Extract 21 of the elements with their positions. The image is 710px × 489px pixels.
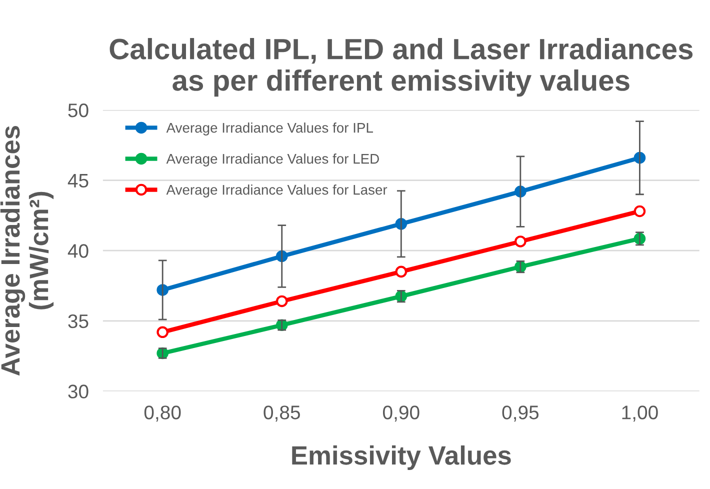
- point: [156, 326, 168, 338]
- y-tick-label: 50: [68, 103, 88, 118]
- x-tick-label: 0,90: [382, 406, 420, 422]
- point: [395, 266, 408, 278]
- point: [514, 236, 526, 248]
- y-tick-label: 35: [68, 314, 88, 328]
- chart-title: Calculated IPL, LED and Laser Irradiances as per different emissivity values: [110, 38, 693, 97]
- point: [634, 205, 646, 218]
- y-tick-label: 30: [68, 384, 88, 398]
- x-axis-title: Emissivity Values: [292, 445, 511, 470]
- legend-label: Average Irradiance Values for LED: [166, 154, 379, 166]
- legend-label: Average Irradiance Values for IPL: [166, 122, 373, 136]
- point: [276, 295, 288, 308]
- x-tick-label: 1,00: [622, 406, 658, 422]
- y-tick-label: 40: [68, 244, 88, 258]
- x-tick-label: 0,85: [264, 406, 300, 422]
- x-tick-label: 0,95: [502, 406, 539, 422]
- legend-label: Average Irradiance Values for Laser: [166, 184, 388, 198]
- x-tick-label: 0,80: [144, 406, 181, 422]
- y-tick-label: 45: [68, 174, 88, 188]
- y-axis-title: Average Irradiances (mW/cm²): [0, 126, 54, 376]
